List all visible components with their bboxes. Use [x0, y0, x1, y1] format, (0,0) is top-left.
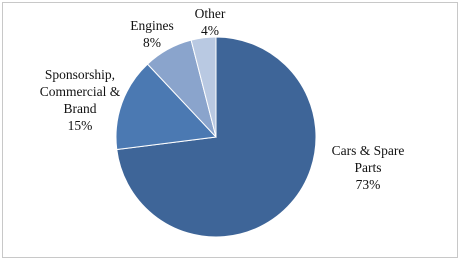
- value-label: 73%: [355, 177, 381, 192]
- pie-slice: [115, 63, 218, 151]
- category-name: Engines: [130, 18, 174, 33]
- slice-label: Sponsorship, Commercial & Brand 15%: [30, 66, 130, 134]
- slice-label: Cars & Spare Parts 73%: [320, 142, 416, 193]
- value-label: 4%: [201, 23, 219, 38]
- value-label: 15%: [67, 118, 93, 133]
- category-name: Sponsorship, Commercial & Brand: [39, 67, 121, 116]
- slice-label: Other 4%: [185, 5, 235, 39]
- pie-slice: [190, 36, 217, 138]
- value-label: 8%: [143, 35, 161, 50]
- category-name: Cars & Spare Parts: [331, 143, 405, 175]
- chart-frame: [2, 2, 458, 258]
- slice-label: Engines 8%: [122, 17, 182, 51]
- category-name: Other: [194, 6, 226, 21]
